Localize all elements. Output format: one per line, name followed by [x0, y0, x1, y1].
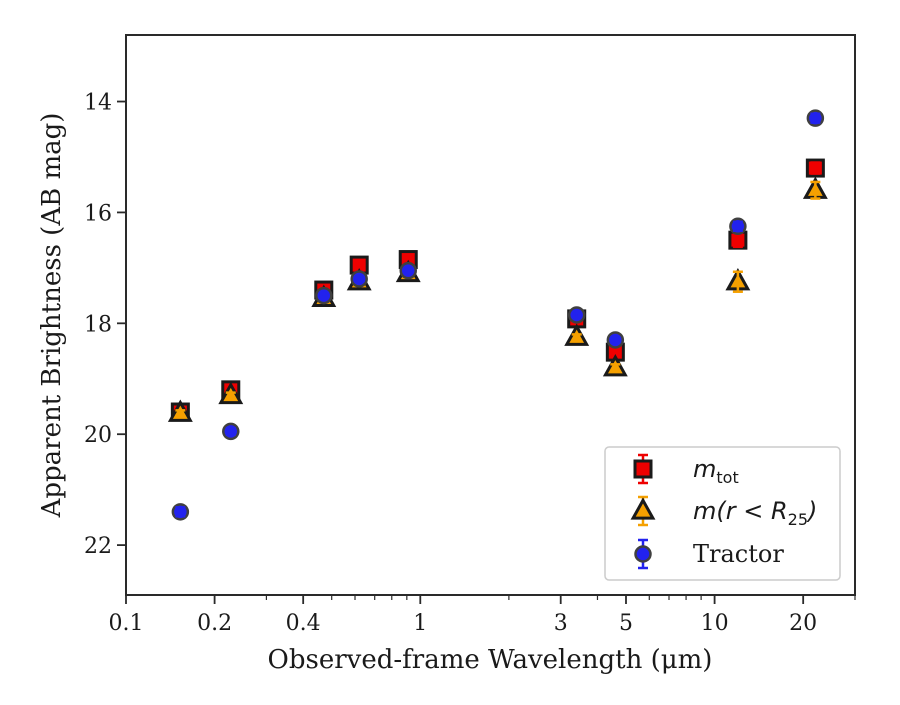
error-bar: [354, 262, 365, 269]
x-tick-label: 1: [413, 611, 427, 636]
axis-ticks: 0.1 0.2 0.4 1 3 5 10 20 14 16 18 20 22: [84, 91, 856, 636]
legend-circle-marker: [634, 545, 652, 563]
error-bar: [403, 267, 414, 274]
error-bar: [732, 270, 743, 293]
data-point: [399, 261, 417, 280]
series-triangle: [167, 176, 828, 422]
legend-entry: m(r < R25): [630, 495, 817, 529]
legend-entry: Tractor: [634, 538, 784, 570]
legend: mtot m(r < R25) Tractor: [604, 446, 841, 581]
data-point: [218, 381, 244, 405]
x-tick-label: 0.1: [109, 611, 144, 636]
x-tick-label: 5: [619, 611, 633, 636]
y-tick-label: 20: [84, 423, 112, 448]
error-bar: [571, 311, 582, 319]
x-tick-label: 20: [789, 611, 817, 636]
data-point: [167, 399, 193, 422]
plot-frame: [125, 34, 856, 596]
data-marks: [167, 109, 828, 521]
legend-triangle-marker: [630, 497, 656, 520]
error-bar: [571, 333, 582, 342]
error-bar: [732, 220, 743, 232]
y-axis-label: Apparent Brightness (AB mag): [37, 113, 67, 519]
legend-entry: mtot: [633, 453, 739, 487]
legend-label: Tractor: [693, 540, 784, 568]
data-point: [802, 176, 828, 200]
data-point: [171, 503, 190, 521]
error-bar: [225, 426, 236, 437]
data-point: [806, 109, 825, 127]
error-bar: [610, 335, 621, 344]
x-tick-label: 10: [701, 611, 729, 636]
x-tick-label: 3: [554, 611, 568, 636]
data-point: [805, 158, 825, 178]
error-bar: [610, 363, 621, 373]
data-point: [349, 255, 369, 275]
data-point: [564, 323, 590, 346]
data-point: [606, 331, 625, 349]
error-bar: [225, 391, 236, 400]
error-bar: [810, 180, 821, 200]
x-tick-label: 0.2: [197, 611, 232, 636]
y-tick-label: 18: [84, 312, 112, 337]
error-bar: [175, 409, 186, 418]
y-tick-label: 16: [84, 201, 112, 226]
error-bar: [175, 506, 186, 518]
legend-box: [604, 446, 841, 581]
error-bar: [810, 112, 821, 124]
x-tick-label: 0.4: [286, 611, 321, 636]
y-tick-label: 14: [84, 91, 112, 116]
data-point: [315, 286, 333, 305]
data-point: [567, 306, 586, 324]
x-axis-label: Observed-frame Wavelength (μm): [268, 645, 713, 675]
legend-label: m(r < R25): [693, 497, 817, 529]
error-bar: [318, 292, 329, 299]
data-point: [350, 270, 368, 288]
data-point: [729, 217, 747, 236]
legend-label: mtot: [693, 455, 739, 487]
data-point: [602, 353, 628, 377]
data-point: [222, 422, 240, 441]
y-tick-label: 22: [84, 534, 112, 559]
data-point: [725, 268, 751, 293]
error-bar: [810, 161, 821, 175]
legend-square-marker: [633, 459, 653, 479]
error-bar: [354, 276, 365, 282]
series-circle: [171, 109, 825, 521]
